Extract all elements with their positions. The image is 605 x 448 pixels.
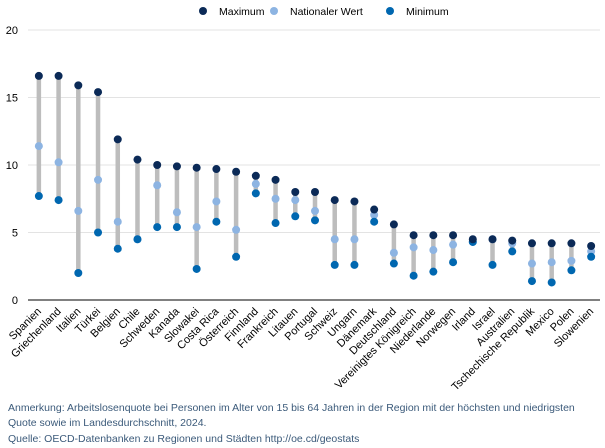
point-minimum	[350, 260, 359, 269]
point-maximum	[468, 235, 477, 244]
legend-marker	[199, 7, 207, 15]
chart-source: Quelle: OECD-Datenbanken zu Regionen und…	[8, 433, 360, 445]
point-minimum	[133, 235, 142, 244]
point-nationaler-wert	[251, 179, 260, 188]
legend: Maximum Nationaler Wert Minimum	[199, 6, 449, 18]
point-minimum	[449, 258, 458, 267]
point-nationaler-wert	[527, 259, 536, 268]
point-minimum	[94, 228, 103, 237]
point-maximum	[74, 81, 83, 90]
point-minimum	[251, 189, 260, 198]
point-maximum	[488, 235, 497, 244]
point-maximum	[271, 175, 280, 184]
legend-label: Maximum	[219, 6, 265, 18]
point-maximum	[350, 197, 359, 206]
point-nationaler-wert	[567, 256, 576, 265]
point-nationaler-wert	[94, 175, 103, 184]
point-minimum	[409, 271, 418, 280]
point-maximum	[34, 71, 43, 80]
point-nationaler-wert	[547, 258, 556, 267]
point-nationaler-wert	[311, 206, 319, 215]
point-minimum	[311, 216, 319, 225]
point-minimum	[370, 217, 379, 226]
point-maximum	[429, 231, 438, 240]
chart-note: Anmerkung: Arbeitslosenquote bei Persone…	[8, 402, 575, 429]
point-minimum	[34, 192, 43, 201]
point-nationaler-wert	[153, 181, 162, 190]
point-maximum	[449, 231, 458, 240]
dot-range-chart: 0 5 10 15 20 SpanienGriechenlandItalienTürke…	[6, 6, 600, 393]
point-nationaler-wert	[350, 235, 359, 244]
point-nationaler-wert	[291, 196, 300, 205]
legend-label: Minimum	[406, 6, 449, 18]
y-tick-label: 0	[12, 295, 18, 307]
x-axis: SpanienGriechenlandItalienTürkeiBelgienC…	[7, 305, 596, 393]
point-maximum	[153, 161, 162, 169]
point-minimum	[54, 196, 63, 205]
point-nationaler-wert	[172, 208, 181, 217]
point-maximum	[409, 231, 418, 240]
point-nationaler-wert	[330, 235, 339, 244]
legend-marker	[386, 7, 394, 15]
point-maximum	[291, 188, 300, 196]
point-nationaler-wert	[34, 142, 43, 151]
point-minimum	[271, 219, 280, 228]
point-minimum	[527, 277, 536, 286]
point-minimum	[113, 244, 122, 253]
point-maximum	[113, 135, 122, 144]
point-maximum	[232, 167, 241, 176]
point-maximum	[330, 196, 339, 205]
point-nationaler-wert	[212, 197, 221, 206]
point-minimum	[547, 278, 556, 287]
y-axis: 0 5 10 15 20	[6, 25, 600, 307]
y-tick-label: 5	[12, 228, 18, 240]
point-nationaler-wert	[54, 158, 63, 167]
point-nationaler-wert	[449, 240, 458, 249]
point-nationaler-wert	[271, 194, 280, 203]
point-maximum	[567, 239, 576, 248]
point-nationaler-wert	[389, 248, 398, 257]
point-maximum	[547, 239, 556, 248]
legend-label: Nationaler Wert	[290, 6, 363, 18]
y-tick-label: 10	[6, 160, 18, 172]
point-maximum	[133, 155, 142, 164]
point-nationaler-wert	[192, 223, 201, 232]
point-maximum	[370, 205, 379, 214]
point-nationaler-wert	[74, 206, 83, 215]
point-maximum	[172, 162, 181, 171]
point-minimum	[192, 264, 201, 273]
point-nationaler-wert	[113, 217, 122, 226]
point-maximum	[527, 239, 536, 248]
point-maximum	[508, 236, 517, 245]
y-tick-label: 15	[6, 93, 18, 105]
point-maximum	[587, 242, 596, 250]
point-maximum	[389, 220, 398, 229]
point-minimum	[567, 266, 576, 275]
gridlines	[28, 29, 600, 233]
point-nationaler-wert	[429, 246, 438, 255]
point-maximum	[251, 171, 260, 180]
point-minimum	[330, 260, 339, 269]
point-maximum	[311, 188, 319, 196]
point-minimum	[74, 269, 83, 277]
point-maximum	[192, 163, 201, 172]
legend-marker	[270, 7, 278, 15]
data-points	[34, 71, 596, 287]
point-minimum	[488, 260, 497, 269]
y-tick-label: 20	[6, 25, 18, 37]
point-minimum	[232, 252, 241, 261]
point-maximum	[94, 88, 103, 97]
point-minimum	[429, 267, 438, 276]
point-nationaler-wert	[409, 243, 418, 252]
point-minimum	[153, 223, 162, 232]
point-minimum	[389, 259, 398, 268]
point-minimum	[172, 223, 181, 232]
point-maximum	[54, 71, 63, 80]
point-nationaler-wert	[232, 225, 241, 234]
point-minimum	[508, 247, 517, 256]
point-maximum	[212, 165, 221, 174]
point-minimum	[291, 212, 300, 221]
point-minimum	[212, 217, 221, 226]
point-minimum	[587, 252, 596, 261]
